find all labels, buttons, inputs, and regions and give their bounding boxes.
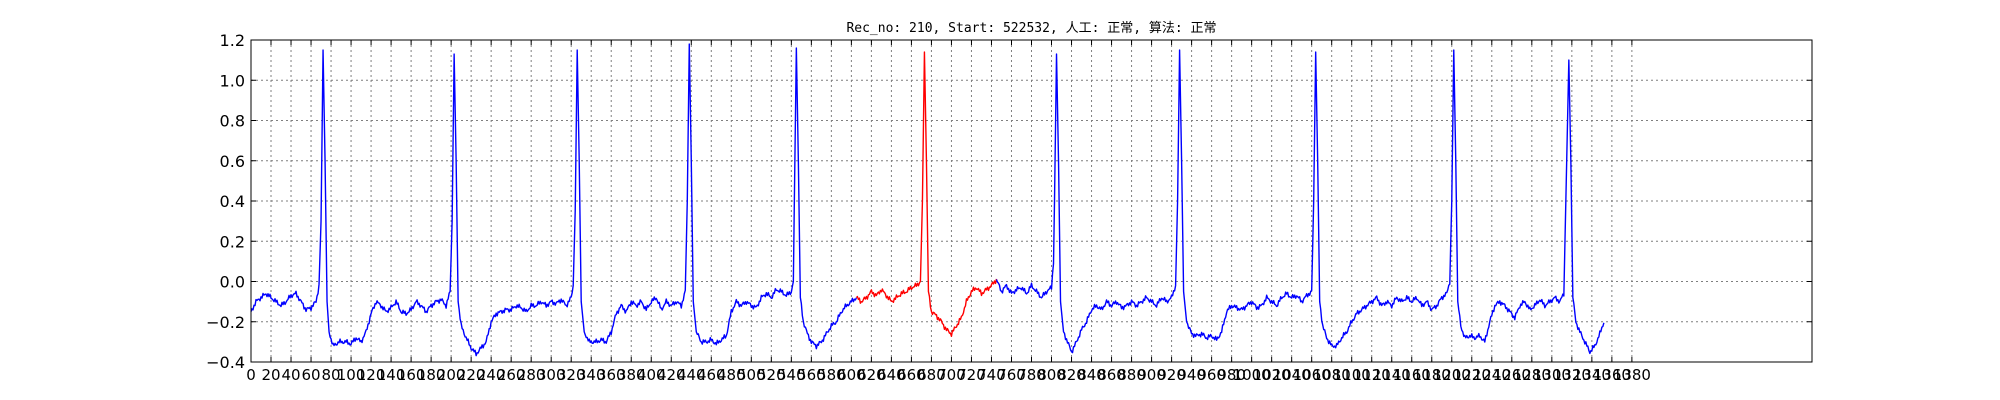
x-tick-label: 740 xyxy=(977,366,1006,384)
y-tick-label: 0.8 xyxy=(220,112,245,131)
x-tick-label: 1040 xyxy=(1273,366,1311,384)
x-tick-label: 960 xyxy=(1197,366,1226,384)
x-tick-label: 400 xyxy=(637,366,666,384)
x-tick-label: 380 xyxy=(617,366,646,384)
x-tick-label: 1340 xyxy=(1573,366,1611,384)
x-tick-label: 1000 xyxy=(1233,366,1271,384)
x-tick-label: 20 xyxy=(261,366,280,384)
x-tick-label: 1260 xyxy=(1493,366,1531,384)
y-tick-label: 1.2 xyxy=(220,31,245,50)
series-layer xyxy=(250,43,1605,357)
x-tick-label: 480 xyxy=(717,366,746,384)
y-tick-label: 1.0 xyxy=(220,71,245,90)
x-tick-label: 840 xyxy=(1077,366,1106,384)
x-tick-label: 140 xyxy=(377,366,406,384)
y-tick-label: 0.2 xyxy=(220,232,245,251)
x-tick-label: 860 xyxy=(1097,366,1126,384)
x-tick-label: 1080 xyxy=(1313,366,1351,384)
x-tick-label: 1160 xyxy=(1393,366,1431,384)
x-tick-label: 1220 xyxy=(1453,366,1491,384)
x-tick-label: 780 xyxy=(1017,366,1046,384)
x-tick-label: 320 xyxy=(557,366,586,384)
ecg-series-line-highlight xyxy=(855,51,998,337)
y-axis: −0.4 −0.2 0.0 0.2 0.4 0.6 0.8 1.0 1.2 xyxy=(206,31,1812,372)
x-tick-label: 420 xyxy=(657,366,686,384)
x-tick-label: 1280 xyxy=(1513,366,1551,384)
y-tick-label: −0.4 xyxy=(206,353,245,372)
y-tick-label: 0.4 xyxy=(220,192,245,211)
y-tick-label: 0.6 xyxy=(220,152,245,171)
x-tick-label: 600 xyxy=(837,366,866,384)
x-tick-label: 1320 xyxy=(1553,366,1591,384)
x-tick-label: 940 xyxy=(1177,366,1206,384)
x-tick-label: 760 xyxy=(997,366,1026,384)
ecg-series-line xyxy=(250,43,858,357)
x-tick-label: 700 xyxy=(937,366,966,384)
x-tick-label: 680 xyxy=(917,366,946,384)
x-tick-label: 1100 xyxy=(1333,366,1371,384)
x-tick-label: 1140 xyxy=(1373,366,1411,384)
x-tick-label: 1120 xyxy=(1353,366,1391,384)
x-tick-label: 1240 xyxy=(1473,366,1511,384)
x-tick-label: 900 xyxy=(1137,366,1166,384)
x-tick-label: 1200 xyxy=(1433,366,1471,384)
x-tick-label: 100 xyxy=(337,366,366,384)
x-tick-label: 880 xyxy=(1117,366,1146,384)
chart-title: Rec_no: 210, Start: 522532, 人工: 正常, 算法: … xyxy=(846,21,1216,36)
x-tick-label: 920 xyxy=(1157,366,1186,384)
x-tick-label: 440 xyxy=(677,366,706,384)
x-tick-label: 500 xyxy=(737,366,766,384)
x-tick-label: 720 xyxy=(957,366,986,384)
x-tick-label: 460 xyxy=(697,366,726,384)
x-tick-label: 200 xyxy=(437,366,466,384)
x-tick-label: 180 xyxy=(417,366,446,384)
grid-layer xyxy=(251,40,1812,362)
x-tick-label: 980 xyxy=(1217,366,1246,384)
x-tick-label: 80 xyxy=(322,366,341,384)
x-tick-label: 40 xyxy=(281,366,300,384)
x-tick-label: 260 xyxy=(497,366,526,384)
x-tick-label: 1020 xyxy=(1253,366,1291,384)
x-tick-label: 1380 xyxy=(1613,366,1651,384)
x-tick-label: 280 xyxy=(517,366,546,384)
x-tick-label: 560 xyxy=(797,366,826,384)
x-tick-label: 820 xyxy=(1057,366,1086,384)
x-tick-label: 340 xyxy=(577,366,606,384)
x-tick-label: 120 xyxy=(357,366,386,384)
x-tick-label: 620 xyxy=(857,366,886,384)
x-axis: 0 20 40 60 801001201401601802002202402602803… xyxy=(246,40,1651,384)
x-tick-label: 520 xyxy=(757,366,786,384)
y-tick-label: −0.2 xyxy=(206,313,245,332)
x-tick-label: 160 xyxy=(397,366,426,384)
x-tick-label: 1060 xyxy=(1293,366,1331,384)
x-tick-label: 240 xyxy=(477,366,506,384)
x-tick-label: 540 xyxy=(777,366,806,384)
x-tick-label: 640 xyxy=(877,366,906,384)
x-tick-label: 580 xyxy=(817,366,846,384)
x-tick-label: 800 xyxy=(1037,366,1066,384)
x-tick-label: 300 xyxy=(537,366,566,384)
x-tick-label: 1360 xyxy=(1593,366,1631,384)
x-tick-label: 60 xyxy=(301,366,320,384)
ecg-series-line xyxy=(995,49,1605,355)
x-tick-label: 220 xyxy=(457,366,486,384)
x-tick-label: 0 xyxy=(246,366,256,384)
x-tick-label: 1180 xyxy=(1413,366,1451,384)
x-tick-label: 660 xyxy=(897,366,926,384)
x-tick-label: 1300 xyxy=(1533,366,1571,384)
y-tick-label: 0.0 xyxy=(220,273,245,292)
x-tick-label: 360 xyxy=(597,366,626,384)
